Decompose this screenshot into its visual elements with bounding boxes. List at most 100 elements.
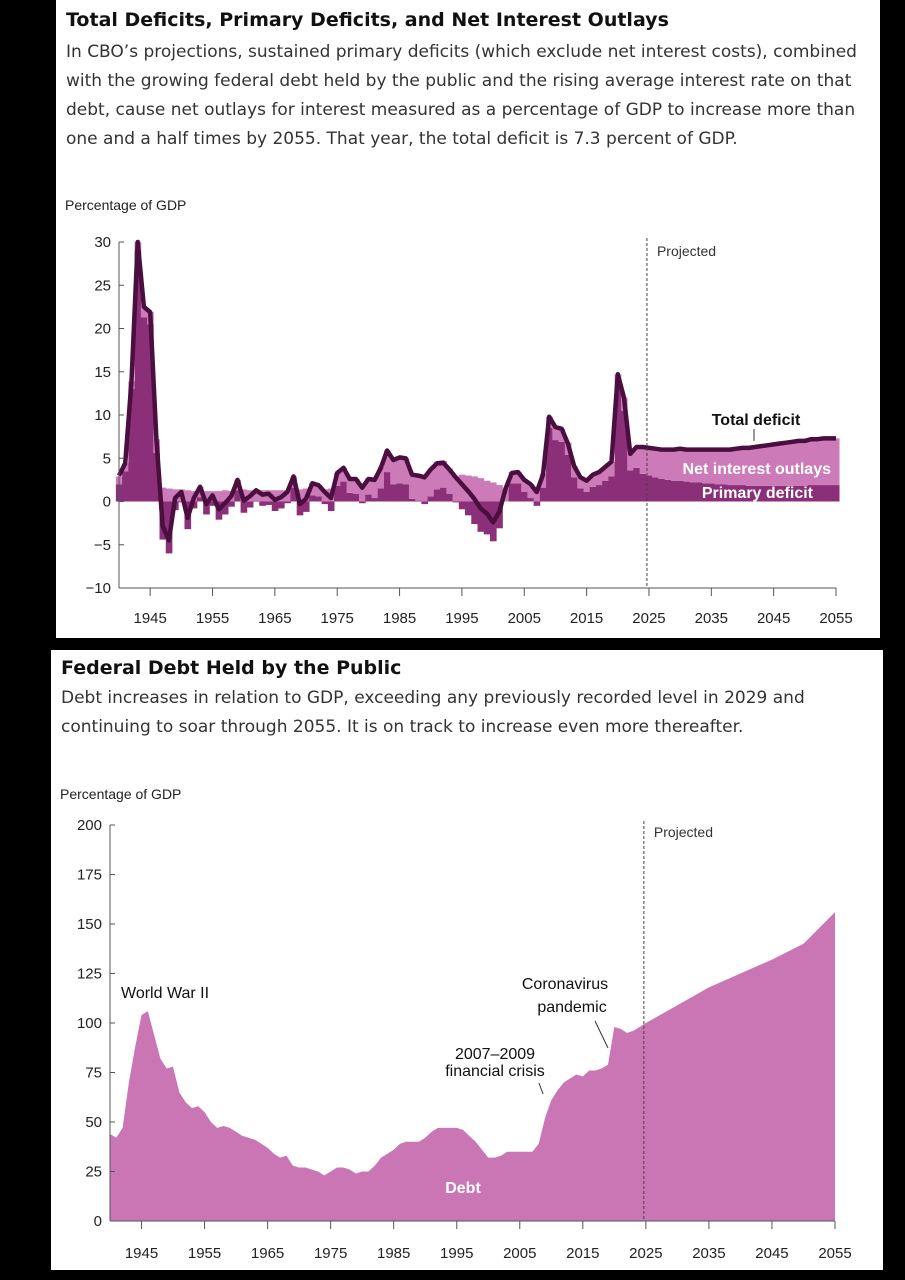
primary-deficit-bar-2039: [733, 485, 740, 502]
net-interest-bar-1987: [408, 473, 416, 499]
covid-annotation-line1: Coronavirus: [522, 976, 608, 993]
primary-deficit-bar-1996: [465, 501, 472, 516]
net-interest-bar-1965: [271, 490, 279, 502]
net-interest-bar-2043: [758, 446, 765, 486]
y-tick-label: 20: [94, 321, 111, 338]
net-interest-bar-2030: [677, 448, 684, 481]
net-interest-bar-2050: [801, 440, 809, 486]
primary-deficit-bar-2053: [820, 485, 828, 502]
net-interest-bar-1977: [346, 479, 354, 493]
net-interest-bar-1989: [421, 474, 429, 502]
debt-series-label: Debt: [445, 1180, 481, 1197]
primary-deficit-bar-2027: [658, 479, 665, 502]
primary-deficit-bar-2040: [739, 485, 746, 502]
primary-deficit-bar-1989: [421, 501, 429, 505]
net-interest-bar-2044: [764, 445, 771, 486]
x-tick-label: 2035: [692, 1245, 725, 1262]
y-tick-label: 75: [85, 1065, 102, 1082]
net-interest-bar-2017: [595, 472, 603, 486]
primary-deficit-bar-2032: [689, 482, 697, 502]
primary-deficit-bar-1954: [203, 501, 210, 515]
net-interest-bar-1944: [140, 306, 148, 318]
primary-deficit-bar-1984: [390, 484, 397, 502]
y-tick-label: 150: [77, 916, 102, 933]
net-interest-bar-2019: [608, 461, 616, 477]
x-tick-label: 2045: [755, 1245, 788, 1262]
net-interest-bar-1984: [390, 459, 397, 485]
net-interest-bar-1972: [315, 485, 323, 497]
y-axis-title: Percentage of GDP: [65, 197, 186, 213]
net-interest-bar-1967: [284, 490, 291, 502]
primary-deficit-bar-1941: [122, 471, 129, 502]
y-tick-label: 0: [94, 1213, 102, 1230]
net-interest-bar-2023: [633, 447, 641, 468]
projected-label: Projected: [657, 243, 716, 259]
net-interest-bar-2035: [708, 449, 715, 484]
net-interest-bar-2025: [645, 447, 653, 476]
net-interest-bar-1973: [321, 489, 329, 502]
primary-deficit-bar-1943: [134, 250, 142, 502]
net-interest-bar-2045: [770, 444, 778, 486]
net-interest-bar-2029: [670, 449, 678, 481]
x-tick-label: 2035: [695, 610, 728, 627]
primary-deficit-bar-2028: [664, 479, 672, 502]
x-tick-label: 1975: [321, 610, 354, 627]
primary-deficit-bar-2037: [720, 484, 728, 502]
primary-deficit-bar-2044: [764, 485, 771, 502]
primary-deficit-bar-1981: [371, 498, 379, 502]
net-interest-bar-1971: [309, 483, 316, 496]
net-interest-bar-1994: [452, 476, 460, 502]
primary-deficit-bar-2017: [595, 485, 603, 502]
net-interest-bar-2034: [701, 449, 709, 484]
primary-deficit-bar-1963: [259, 501, 266, 506]
y-tick-label: 30: [94, 234, 111, 251]
net-interest-bar-1995: [458, 474, 466, 502]
primary-deficit-bar-1982: [377, 488, 385, 502]
net-interest-bar-1981: [371, 479, 379, 499]
primary-deficit-bar-2048: [789, 485, 796, 502]
primary-deficit-bar-2010: [552, 440, 559, 502]
primary-deficit-bar-2045: [770, 485, 778, 502]
x-tick-label: 1985: [383, 610, 416, 627]
net-interest-bar-2015: [583, 480, 591, 492]
primary-deficit-bar-1968: [290, 487, 298, 502]
net-interest-bar-1988: [415, 474, 422, 501]
net-interest-bar-2052: [814, 439, 821, 486]
primary-deficit-bar-1991: [433, 489, 441, 502]
net-interest-annotation: Net interest outlays: [683, 461, 832, 478]
total-deficit-line: [116, 239, 836, 543]
y-axis-title: Percentage of GDP: [60, 786, 181, 802]
net-interest-bar-2014: [577, 477, 584, 489]
projected-label: Projected: [654, 824, 713, 840]
covid-annotation-line2: pandemic: [537, 999, 606, 1016]
primary-deficit-bar-2031: [683, 481, 690, 502]
primary-deficit-bar-1988: [415, 500, 422, 502]
net-interest-bar-1954: [203, 491, 210, 502]
net-interest-bar-2010: [552, 427, 559, 441]
net-interest-bar-2006: [527, 484, 535, 499]
primary-deficit-bar-1977: [346, 492, 354, 502]
net-interest-bar-2042: [751, 447, 759, 486]
net-interest-bar-2033: [695, 449, 703, 483]
x-tick-label: 2055: [818, 1245, 851, 1262]
primary-deficit-bar-2007: [533, 501, 541, 506]
net-interest-bar-2026: [652, 448, 659, 478]
primary-deficit-bar-1999: [483, 501, 491, 535]
primary-deficit-bar-2055: [832, 485, 840, 502]
y-tick-label: −5: [94, 537, 111, 554]
primary-deficit-bar-2009: [546, 427, 553, 502]
y-tick-label: 50: [85, 1114, 102, 1131]
net-interest-bar-1948: [165, 488, 173, 502]
primary-deficit-bar-2018: [602, 480, 609, 502]
y-tick-label: 100: [77, 1015, 102, 1032]
net-interest-bar-1947: [159, 487, 167, 502]
x-tick-label: 2045: [757, 610, 790, 627]
primary-deficit-bar-2020: [614, 388, 622, 502]
net-interest-bar-1993: [446, 468, 453, 494]
primary-deficit-bar-1962: [253, 500, 260, 502]
net-interest-bar-2046: [776, 443, 784, 486]
x-tick-label: 2025: [632, 610, 665, 627]
primary-deficit-bar-2022: [627, 470, 634, 502]
primary-deficit-bar-2023: [633, 467, 641, 502]
